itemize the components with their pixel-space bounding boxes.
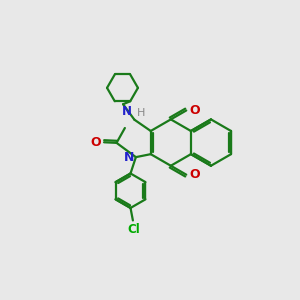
Text: O: O: [190, 168, 200, 181]
Text: H: H: [137, 109, 146, 118]
Text: N: N: [122, 106, 132, 118]
Text: Cl: Cl: [127, 223, 140, 236]
Text: O: O: [91, 136, 101, 149]
Text: O: O: [190, 104, 200, 117]
Text: N: N: [124, 151, 134, 164]
